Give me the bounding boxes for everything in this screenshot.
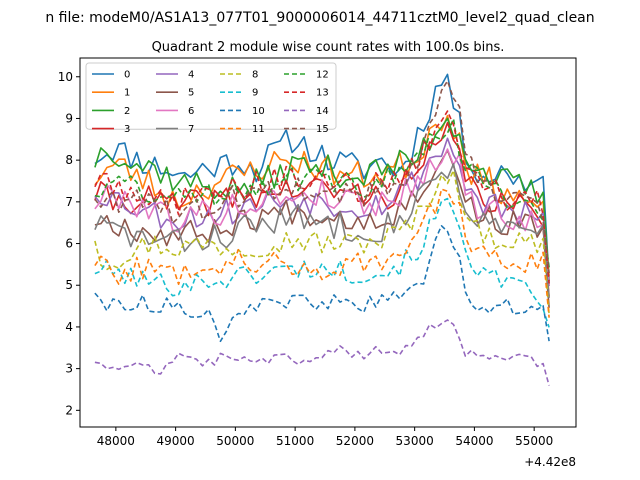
series-line-14 <box>94 319 550 386</box>
x-tick-label: 49000 <box>157 434 195 448</box>
legend-label: 6 <box>188 106 194 117</box>
x-tick-label: 53000 <box>396 434 434 448</box>
x-tick-label: 52000 <box>336 434 374 448</box>
series-line-13 <box>94 110 550 284</box>
legend-label: 13 <box>316 88 329 99</box>
series-line-12 <box>94 117 550 268</box>
x-tick-label: 48000 <box>97 434 135 448</box>
series-line-6 <box>94 148 550 286</box>
legend-label: 3 <box>124 124 130 135</box>
series-line-2 <box>94 117 550 285</box>
legend-label: 7 <box>188 124 194 135</box>
y-tick-label: 6 <box>65 237 73 251</box>
series-line-11 <box>94 188 550 318</box>
y-axis: 2 3 4 5 6 7 8 9 10 <box>58 70 80 417</box>
series-line-10 <box>94 225 550 343</box>
axes-frame <box>79 57 577 428</box>
legend-label: 12 <box>316 70 329 81</box>
legend-label: 0 <box>124 70 130 81</box>
series-line-15 <box>94 80 550 274</box>
figure-suptitle: n file: modeM0/AS1A13_077T01_9000006014_… <box>45 10 594 26</box>
legend-box <box>85 62 337 130</box>
legend-label: 5 <box>188 88 194 99</box>
legend-label: 14 <box>316 106 329 117</box>
chart-title: Quadrant 2 module wise count rates with … <box>152 40 505 55</box>
legend-label: 11 <box>252 124 265 135</box>
y-tick-label: 5 <box>65 278 73 292</box>
series-line-0 <box>94 73 550 282</box>
x-axis-offset-label: +4.42e8 <box>524 455 576 469</box>
y-tick-label: 8 <box>65 153 73 167</box>
x-tick-label: 55000 <box>515 434 553 448</box>
x-tick-label: 54000 <box>455 434 493 448</box>
legend-label: 2 <box>124 106 130 117</box>
series-line-5 <box>94 149 550 308</box>
y-tick-label: 10 <box>58 70 73 84</box>
legend-label: 4 <box>188 70 194 81</box>
x-axis: 48000 49000 50000 51000 52000 53000 54000 55000 <box>97 427 553 448</box>
y-tick-label: 9 <box>65 111 73 125</box>
legend-label: 15 <box>316 124 329 135</box>
series-line-9 <box>94 197 550 328</box>
y-tick-label: 2 <box>65 403 73 417</box>
legend-label: 10 <box>252 106 265 117</box>
legend-label: 1 <box>124 88 130 99</box>
x-tick-label: 50000 <box>216 434 254 448</box>
legend-label: 9 <box>252 88 258 99</box>
legend-label: 8 <box>252 70 258 81</box>
y-tick-label: 7 <box>65 195 73 209</box>
plot-area <box>94 73 550 386</box>
x-tick-label: 51000 <box>276 434 314 448</box>
y-tick-label: 4 <box>65 320 73 334</box>
series-line-8 <box>94 169 550 315</box>
y-tick-label: 3 <box>65 362 73 376</box>
